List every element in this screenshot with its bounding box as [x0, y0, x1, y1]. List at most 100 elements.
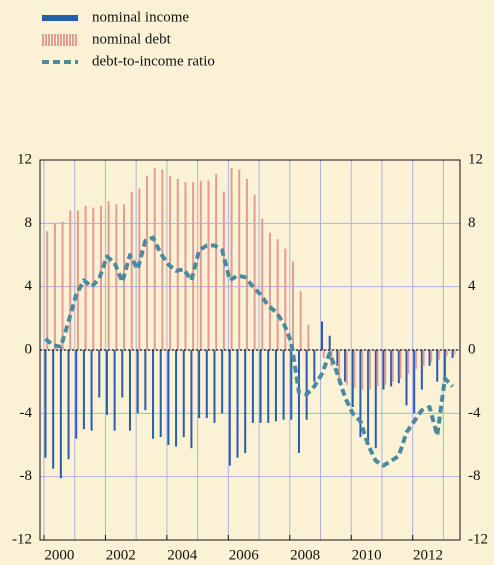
- bar: [251, 350, 254, 423]
- bar: [345, 350, 348, 385]
- bar: [159, 350, 162, 438]
- bar: [128, 350, 131, 431]
- y2-tick-label: 8: [468, 215, 476, 231]
- bar: [98, 350, 101, 398]
- bar: [205, 350, 208, 419]
- y2-tick-label: 4: [468, 278, 476, 294]
- bar: [291, 261, 294, 350]
- y-tick-label: -4: [20, 405, 33, 421]
- bar: [146, 175, 149, 350]
- bar: [390, 350, 393, 387]
- bar: [46, 231, 49, 350]
- bar: [397, 350, 400, 384]
- bar: [182, 350, 185, 438]
- legend-swatch: [72, 34, 74, 46]
- bar: [338, 350, 341, 382]
- bar: [297, 350, 300, 453]
- bar: [113, 350, 116, 431]
- bar: [136, 350, 139, 414]
- bar: [361, 350, 364, 390]
- bar: [443, 350, 446, 382]
- bar: [276, 239, 279, 350]
- bar: [44, 350, 47, 458]
- bar: [222, 191, 225, 350]
- y2-tick-label: 12: [468, 151, 483, 167]
- bar: [405, 350, 408, 406]
- bar: [384, 350, 387, 385]
- bar: [244, 350, 247, 453]
- y2-tick-label: -4: [468, 405, 481, 421]
- x-tick-label: 2006: [229, 547, 260, 563]
- bar: [153, 167, 156, 350]
- legend-swatch: [42, 34, 44, 46]
- bar: [391, 350, 394, 382]
- bar: [328, 335, 331, 350]
- y-tick-label: 12: [17, 151, 32, 167]
- x-tick-label: 2008: [290, 547, 320, 563]
- bar: [213, 350, 216, 423]
- legend-swatch: [48, 34, 50, 46]
- bar: [259, 350, 262, 423]
- bar: [121, 350, 124, 398]
- bar: [82, 350, 85, 430]
- legend-swatch: [54, 34, 56, 46]
- bar: [290, 350, 293, 420]
- bar: [75, 350, 78, 439]
- bar: [59, 350, 62, 479]
- legend-swatch: [45, 34, 47, 46]
- bar: [76, 210, 79, 350]
- bar: [115, 204, 118, 350]
- y-tick-label: -12: [12, 531, 32, 547]
- bar: [367, 350, 370, 445]
- x-tick-label: 2002: [106, 547, 136, 563]
- bar: [61, 221, 64, 350]
- bar: [353, 350, 356, 388]
- bar: [228, 350, 231, 466]
- bar: [359, 350, 362, 438]
- plot-frame: [39, 159, 461, 541]
- legend-label: nominal debt: [92, 31, 172, 47]
- x-tick-label: 2000: [44, 547, 74, 563]
- bar: [130, 191, 133, 350]
- y2-tick-label: 0: [468, 341, 476, 357]
- bar: [422, 350, 425, 366]
- bar: [198, 350, 201, 419]
- y-tick-label: 8: [25, 215, 33, 231]
- y2-tick-label: -12: [468, 531, 488, 547]
- bar: [399, 350, 402, 379]
- bar: [307, 324, 310, 350]
- bar: [313, 350, 316, 382]
- bar: [169, 175, 172, 350]
- x-tick-label: 2010: [352, 547, 382, 563]
- bar: [90, 350, 93, 431]
- legend-swatch: [66, 34, 68, 46]
- legend-swatch: [63, 34, 65, 46]
- bar: [215, 174, 218, 350]
- legend-label: debt-to-income ratio: [92, 53, 215, 69]
- y-tick-label: 4: [25, 278, 33, 294]
- bar: [230, 167, 233, 350]
- bar: [84, 205, 87, 350]
- bar: [284, 248, 287, 350]
- bar: [344, 350, 347, 382]
- bar: [382, 350, 385, 390]
- bar: [336, 350, 339, 366]
- bar: [376, 350, 379, 387]
- bar: [414, 350, 417, 369]
- bar: [105, 350, 108, 415]
- bar: [413, 350, 416, 414]
- bar: [207, 180, 210, 350]
- bar: [253, 194, 256, 350]
- bar: [430, 350, 433, 363]
- bar: [445, 350, 448, 357]
- bar: [321, 321, 324, 350]
- bar: [176, 179, 179, 350]
- bar: [451, 350, 454, 358]
- bar: [107, 201, 110, 350]
- bar: [428, 350, 431, 366]
- x-tick-label: 2012: [413, 547, 443, 563]
- bar: [144, 350, 147, 411]
- bar: [368, 350, 371, 390]
- legend-label: nominal income: [92, 9, 189, 25]
